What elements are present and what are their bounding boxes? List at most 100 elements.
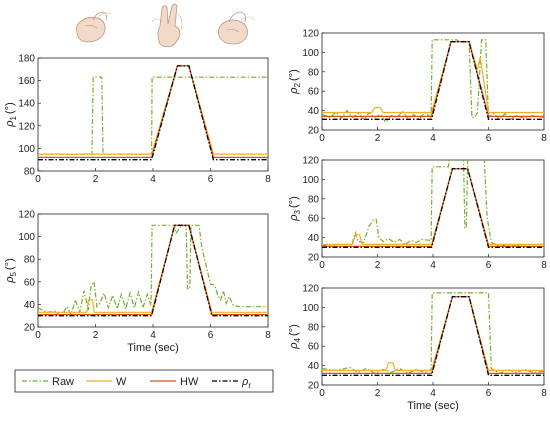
y-tick-label: 40 — [24, 300, 36, 311]
x-tick-label: 2 — [93, 174, 99, 185]
x-tick-label: 6 — [208, 174, 214, 185]
series-line-hw — [322, 41, 544, 117]
y-tick-label: 120 — [302, 29, 319, 40]
x-tick-label: 8 — [541, 260, 547, 271]
y-axis-unit: (°) — [288, 69, 300, 81]
y-axis-label: ρ3(°) — [288, 196, 302, 222]
y-axis-symbol: ρ — [288, 87, 300, 94]
x-tick-label: 6 — [486, 133, 492, 144]
legend-label-text: Raw — [52, 376, 74, 388]
x-tick-label: 0 — [35, 174, 41, 185]
x-axis-label: Time (sec) — [127, 342, 179, 354]
chart-panel-p3: 0 2 4 6 8 20 40 60 80 100 120 ρ3(°) — [288, 156, 547, 272]
y-tick-label: 60 — [308, 214, 320, 225]
hand-pinch-icon — [218, 11, 256, 45]
series-line-raw — [322, 39, 544, 124]
y-axis-label: ρ2(°) — [288, 69, 302, 95]
legend-entry: W — [86, 376, 127, 388]
legend-entry: Raw — [22, 376, 74, 388]
y-tick-label: 120 — [18, 121, 35, 132]
x-tick-label: 8 — [265, 330, 271, 341]
x-tick-label: 0 — [319, 388, 325, 399]
legend-box — [14, 369, 274, 393]
y-tick-label: 100 — [302, 303, 319, 314]
legend-entry: ρr — [212, 376, 251, 390]
y-tick-label: 20 — [24, 323, 36, 334]
y-tick-label: 180 — [18, 54, 35, 65]
x-tick-label: 6 — [208, 330, 214, 341]
series-line-raw — [322, 160, 544, 248]
legend-label-subscript: r — [248, 381, 251, 390]
legend-entry: HW — [150, 376, 199, 388]
y-tick-label: 20 — [308, 381, 320, 392]
y-tick-label: 40 — [308, 233, 320, 244]
y-tick-label: 80 — [308, 67, 320, 78]
x-tick-label: 4 — [430, 133, 436, 144]
x-tick-label: 0 — [35, 330, 41, 341]
x-tick-label: 2 — [375, 133, 381, 144]
legend-label-text: HW — [180, 376, 199, 388]
y-axis-label: ρ5(°) — [4, 258, 18, 284]
series-line-ref — [38, 65, 268, 161]
legend-label: Raw — [52, 376, 74, 388]
y-axis-label: ρ1(°) — [4, 102, 18, 128]
y-tick-label: 100 — [302, 48, 319, 59]
x-tick-label: 2 — [375, 388, 381, 399]
y-tick-label: 80 — [308, 322, 320, 333]
chart-panel-p5: 0 2 4 6 8 20 40 60 80 100 120 ρ5(°) Time (sec) — [4, 210, 271, 355]
y-axis-subscript: 3 — [293, 209, 302, 214]
y-axis-subscript: 5 — [9, 271, 18, 276]
y-axis-symbol: ρ — [288, 342, 300, 349]
y-tick-label: 140 — [18, 99, 35, 110]
x-tick-label: 8 — [541, 133, 547, 144]
x-tick-label: 6 — [486, 260, 492, 271]
series-line-hw — [322, 168, 544, 247]
x-tick-label: 8 — [541, 388, 547, 399]
y-axis-subscript: 2 — [293, 82, 302, 87]
series-line-raw — [38, 224, 268, 318]
y-tick-label: 100 — [302, 175, 319, 186]
series-line-hw — [38, 65, 268, 158]
series-line-raw — [38, 76, 268, 155]
y-axis-symbol: ρ — [288, 214, 300, 221]
y-tick-label: 120 — [302, 156, 319, 167]
x-tick-label: 0 — [319, 133, 325, 144]
y-axis-unit: (°) — [4, 258, 16, 270]
legend-label: ρr — [241, 376, 251, 390]
hand-fist-icon — [76, 11, 112, 43]
hand-two-fingers-icon — [151, 3, 183, 48]
y-tick-label: 40 — [308, 361, 320, 372]
y-axis-subscript: 1 — [9, 115, 18, 120]
legend-label-text: ρ — [241, 376, 248, 388]
x-tick-label: 2 — [375, 260, 381, 271]
y-tick-label: 40 — [308, 106, 320, 117]
x-tick-label: 4 — [430, 260, 436, 271]
y-tick-label: 100 — [18, 144, 35, 155]
y-axis-unit: (°) — [4, 102, 16, 114]
legend-label: W — [116, 376, 127, 388]
y-tick-label: 160 — [18, 76, 35, 87]
y-axis-unit: (°) — [288, 196, 300, 208]
y-tick-label: 60 — [308, 87, 320, 98]
x-tick-label: 4 — [430, 388, 436, 399]
x-tick-label: 8 — [265, 174, 271, 185]
chart-panel-p1: 0 2 4 6 8 80 100 120 140 160 180 ρ1(°) — [4, 54, 271, 186]
series-line-ref — [322, 41, 544, 120]
y-axis-symbol: ρ — [4, 120, 16, 127]
y-axis-subscript: 4 — [293, 337, 302, 342]
y-tick-label: 80 — [24, 167, 36, 178]
x-tick-label: 4 — [150, 174, 156, 185]
y-tick-label: 80 — [24, 255, 36, 266]
x-tick-label: 4 — [150, 330, 156, 341]
series-line-ref — [322, 296, 544, 376]
y-tick-label: 120 — [302, 284, 319, 295]
y-axis-unit: (°) — [288, 324, 300, 336]
y-tick-label: 20 — [308, 126, 320, 137]
series-line-hw — [322, 296, 544, 374]
y-axis-symbol: ρ — [4, 276, 16, 283]
series-line-ref — [322, 168, 544, 248]
x-axis-label: Time (sec) — [407, 400, 459, 412]
